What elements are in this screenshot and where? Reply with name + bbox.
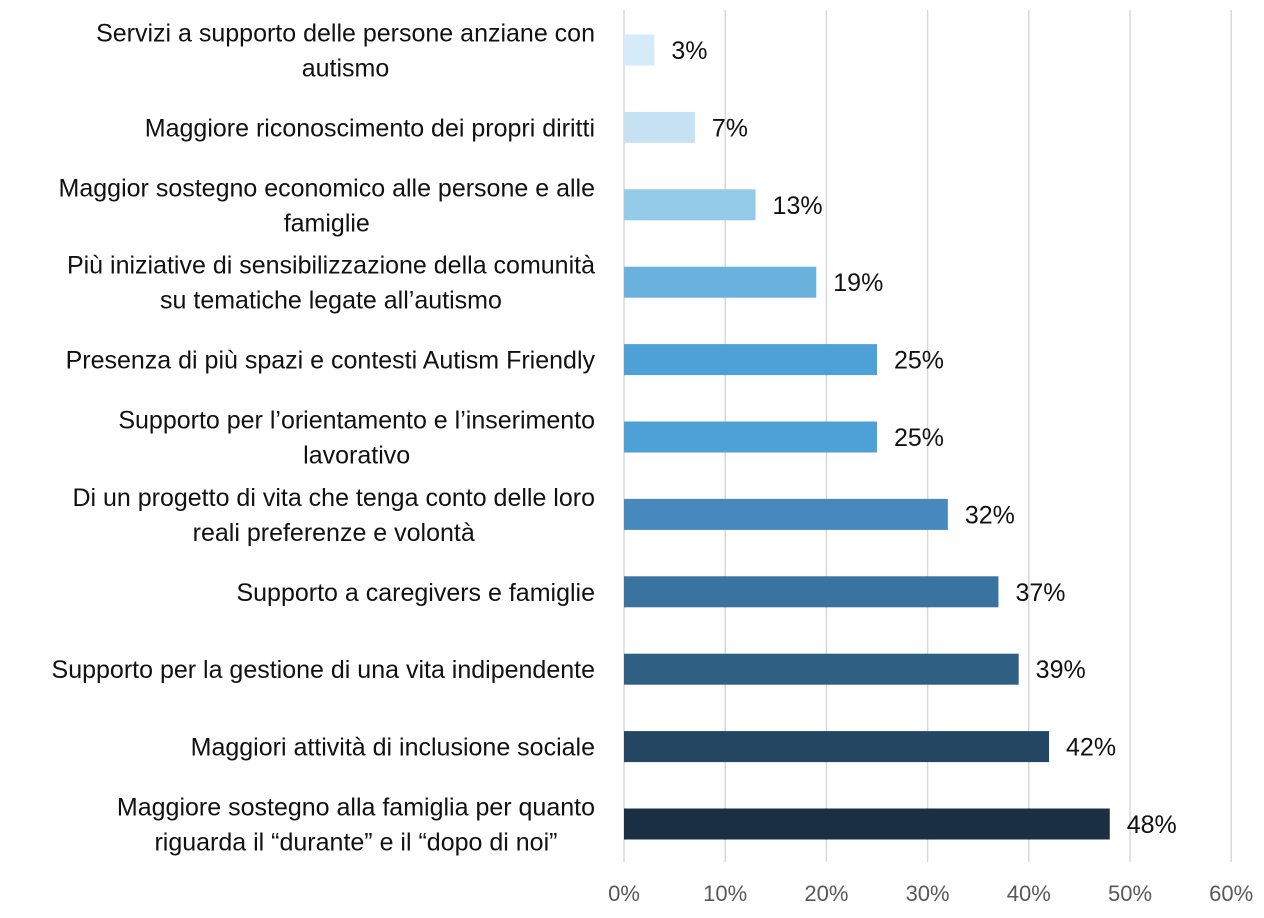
data-label: 48% [1127,811,1177,839]
category-label-line: Maggiore riconoscimento dei propri dirit… [145,114,595,142]
x-tick-label: 50% [1108,881,1152,906]
bar [624,34,655,66]
x-tick-label: 40% [1007,881,1051,906]
bars [624,34,1110,840]
data-label: 39% [1036,656,1086,684]
category-label: Supporto a caregivers e famiglie [236,579,595,607]
category-label-line: autismo [302,55,390,83]
x-tick-label: 60% [1209,881,1253,906]
category-label-line: Supporto per la gestione di una vita ind… [52,656,595,684]
bar [624,808,1110,840]
x-tick-label: 20% [804,881,848,906]
category-label-line: Maggiori attività di inclusione sociale [191,734,595,762]
category-label: Maggior sostegno economico alle persone … [59,174,595,237]
bar [624,111,695,143]
category-label-line: Servizi a supporto delle persone anziane… [96,20,595,48]
category-label-line: Supporto per l’orientamento e l’inserime… [118,407,595,435]
bar [624,498,948,530]
x-axis-ticks: 0% 10% 20% 30% 40% 50% 60% [608,881,1253,906]
category-label-line: famiglie [284,209,370,237]
category-label-line: lavorativo [303,442,410,470]
bar [624,344,877,376]
x-tick-label: 30% [906,881,950,906]
data-label: 32% [965,501,1015,529]
data-label: 25% [894,424,944,452]
category-label: Supporto per l’orientamento e l’inserime… [118,407,595,470]
category-label: Supporto per la gestione di una vita ind… [52,656,595,684]
category-label-line: su tematiche legate all’autismo [160,287,502,315]
category-label-line: Più iniziative di sensibilizzazione dell… [67,252,595,280]
category-labels: Servizi a supporto delle persone anziane… [52,20,596,857]
bar [624,421,877,453]
data-label: 19% [833,269,883,297]
category-label: Presenza di più spazi e contesti Autism … [66,347,596,375]
category-label-line: riguarda il “durante” e il “dopo di noi” [154,829,557,857]
x-tick-label: 0% [608,881,640,906]
bar [624,653,1019,685]
category-label: Maggiori attività di inclusione sociale [191,734,595,762]
bar [624,189,756,221]
category-label-line: reali preferenze e volontà [193,519,475,547]
category-label-line: Maggiore sostegno alla famiglia per quan… [117,794,595,822]
data-label: 3% [671,37,707,65]
data-label: 13% [773,192,823,220]
data-label: 7% [712,114,748,142]
bar [624,731,1050,763]
category-label: Servizi a supporto delle persone anziane… [96,20,595,83]
category-label: Di un progetto di vita che tenga conto d… [72,484,595,547]
category-label-line: Presenza di più spazi e contesti Autism … [66,347,596,375]
category-label-line: Supporto a caregivers e famiglie [236,579,595,607]
category-label: Maggiore sostegno alla famiglia per quan… [117,794,595,857]
category-label: Maggiore riconoscimento dei propri dirit… [145,114,595,142]
data-label: 25% [894,347,944,375]
x-tick-label: 10% [703,881,747,906]
category-label-line: Di un progetto di vita che tenga conto d… [72,484,595,512]
data-label: 42% [1066,734,1116,762]
data-labels: 3% 7% 13% 19% 25% 25% 32% 37% 39% 42% 48% [671,37,1176,839]
category-label: Più iniziative di sensibilizzazione dell… [67,252,595,315]
category-label-line: Maggior sostegno economico alle persone … [59,174,595,202]
bar [624,576,999,608]
data-label: 37% [1015,579,1065,607]
bar [624,266,817,298]
